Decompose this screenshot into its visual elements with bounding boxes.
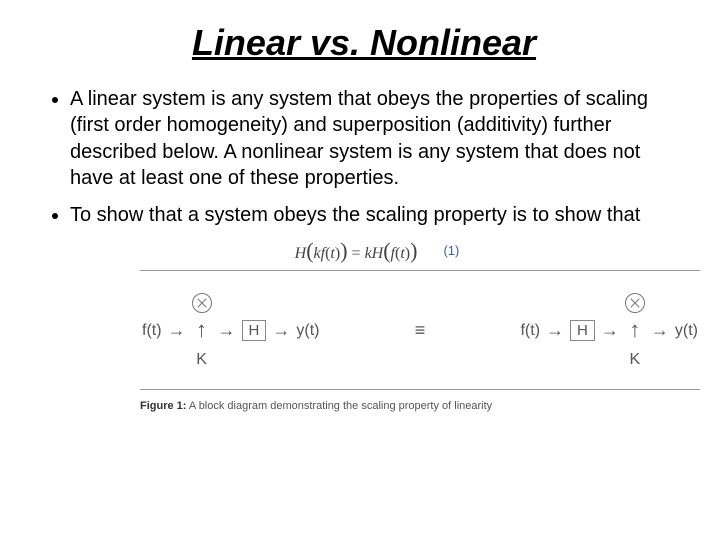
arrow-icon: →	[651, 320, 669, 341]
figure-rule-top	[140, 270, 700, 271]
equation-row: H(kf(t)) = kH(f(t)) (1)	[40, 238, 688, 264]
output-label: y(t)	[675, 322, 698, 340]
figure-rule-bottom	[140, 389, 700, 390]
multiply-icon	[625, 293, 645, 313]
slide-title: Linear vs. Nonlinear	[40, 22, 688, 64]
bullet-item: A linear system is any system that obeys…	[70, 86, 688, 192]
system-box: H	[242, 320, 267, 341]
equivalence-symbol: ≡	[407, 320, 434, 341]
bullet-list: A linear system is any system that obeys…	[40, 86, 688, 228]
equation-number: (1)	[443, 243, 459, 258]
output-label: y(t)	[296, 322, 319, 340]
bullet-item: To show that a system obeys the scaling …	[70, 202, 688, 228]
diagram-right-chain: f(t) → H → ↑ K → y(t)	[520, 293, 698, 369]
up-arrow-icon: ↑	[629, 319, 640, 341]
slide: Linear vs. Nonlinear A linear system is …	[0, 0, 728, 412]
diagram-left-chain: f(t) → ↑ K → H → y(t)	[142, 293, 320, 369]
caption-lead: Figure 1:	[140, 400, 186, 412]
gain-label: K	[196, 351, 207, 369]
arrow-icon: →	[272, 320, 290, 341]
arrow-icon: →	[168, 320, 186, 341]
system-box: H	[570, 320, 595, 341]
up-arrow-icon: ↑	[196, 319, 207, 341]
arrow-icon: →	[546, 320, 564, 341]
arrow-icon: →	[601, 320, 619, 341]
multiplier-node: ↑ K	[625, 293, 645, 369]
input-label: f(t)	[142, 322, 162, 340]
multiply-icon	[192, 293, 212, 313]
figure-caption: Figure 1: A block diagram demonstrating …	[140, 396, 700, 412]
multiplier-node: ↑ K	[192, 293, 212, 369]
block-diagram: f(t) → ↑ K → H → y(t) ≡ f(t) → H →	[140, 277, 700, 383]
figure: f(t) → ↑ K → H → y(t) ≡ f(t) → H →	[140, 270, 700, 412]
gain-label: K	[630, 351, 641, 369]
arrow-icon: →	[218, 320, 236, 341]
equation-text: H(kf(t)) = kH(f(t))	[295, 238, 418, 264]
input-label: f(t)	[520, 322, 540, 340]
caption-text: A block diagram demonstrating the scalin…	[186, 400, 492, 412]
